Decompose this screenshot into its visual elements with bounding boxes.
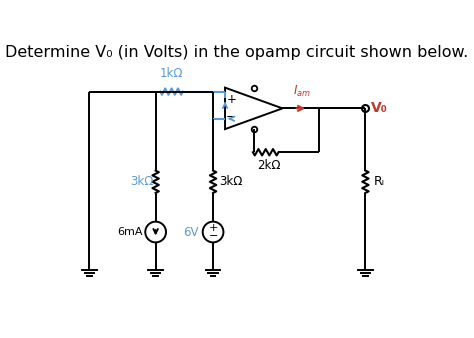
Text: Determine V₀ (in Volts) in the opamp circuit shown below.: Determine V₀ (in Volts) in the opamp cir… <box>5 45 469 61</box>
Text: +: + <box>209 223 218 233</box>
Text: $I_{am}$: $I_{am}$ <box>292 84 310 99</box>
Text: +: + <box>227 93 237 106</box>
Text: 1kΩ: 1kΩ <box>160 68 183 80</box>
Text: V₀: V₀ <box>371 101 388 115</box>
Text: 6mA: 6mA <box>118 227 143 237</box>
Text: 2kΩ: 2kΩ <box>257 160 281 172</box>
Text: Rₗ: Rₗ <box>374 175 384 188</box>
Text: 6V: 6V <box>183 225 199 239</box>
Text: −: − <box>226 111 237 124</box>
Text: −: − <box>209 231 218 241</box>
Text: 3kΩ: 3kΩ <box>219 175 243 188</box>
Text: 3kΩ: 3kΩ <box>130 175 154 188</box>
